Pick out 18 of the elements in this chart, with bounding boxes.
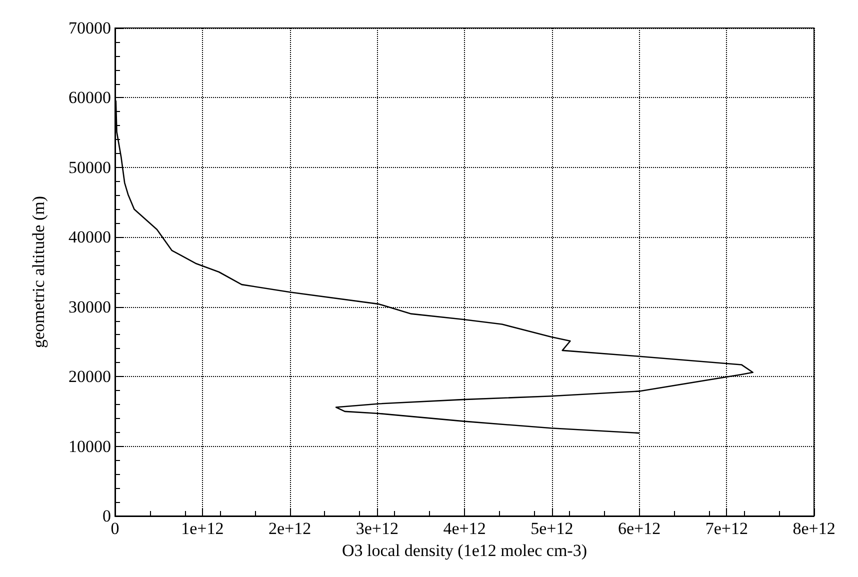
y-tick-label: 70000 xyxy=(68,18,111,38)
x-tick-label: 6e+12 xyxy=(618,519,661,538)
y-tick-label: 0 xyxy=(102,506,111,526)
x-tick-label: 2e+12 xyxy=(268,519,312,538)
x-tick-label: 8e+12 xyxy=(792,519,836,538)
x-tick-label: 3e+12 xyxy=(356,519,398,538)
y-axis-title: geometric altitude (m) xyxy=(29,196,48,348)
y-tick-label: 50000 xyxy=(68,158,111,177)
x-tick-label: 5e+12 xyxy=(530,519,574,538)
x-axis-title: O3 local density (1e12 molec cm-3) xyxy=(342,540,588,560)
y-tick-label: 10000 xyxy=(68,436,111,456)
y-tick-label: 60000 xyxy=(68,88,111,108)
y-tick-label: 30000 xyxy=(68,297,111,316)
x-tick-label: 7e+12 xyxy=(705,519,748,538)
x-tick-label: 4e+12 xyxy=(443,519,486,538)
y-tick-label: 40000 xyxy=(68,228,111,247)
x-tick-label: 1e+12 xyxy=(181,519,224,538)
y-tick-label: 20000 xyxy=(68,367,111,386)
